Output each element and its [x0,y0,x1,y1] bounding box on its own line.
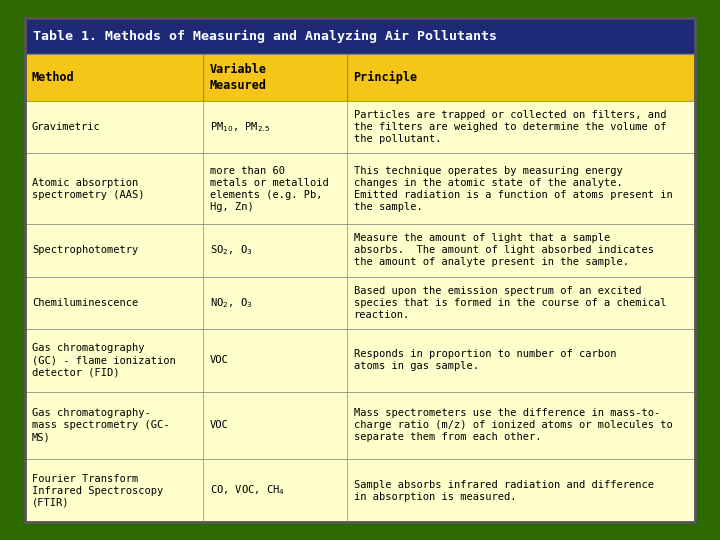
Text: Measure the amount of light that a sample
absorbs.  The amount of light absorbed: Measure the amount of light that a sampl… [354,233,654,267]
Text: PM$_{10}$, PM$_{2.5}$: PM$_{10}$, PM$_{2.5}$ [210,120,270,133]
Text: Gas chromatography
(GC) - flame ionization
detector (FID): Gas chromatography (GC) - flame ionizati… [32,343,176,377]
Text: SO$_2$, O$_3$: SO$_2$, O$_3$ [210,244,252,258]
Bar [25,153,695,224]
Text: Based upon the emission spectrum of an excited
species that is formed in the cou: Based upon the emission spectrum of an e… [354,286,666,320]
Text: Principle: Principle [354,71,418,84]
Text: more than 60
metals or metalloid
elements (e.g. Pb,
Hg, Zn): more than 60 metals or metalloid element… [210,166,328,212]
Text: This technique operates by measuring energy
changes in the atomic state of the a: This technique operates by measuring ene… [354,166,672,212]
Bar [25,392,695,459]
Bar [25,329,695,392]
Text: Atomic absorption
spectrometry (AAS): Atomic absorption spectrometry (AAS) [32,178,145,200]
Text: Gravimetric: Gravimetric [32,122,101,132]
Text: Variable
Measured: Variable Measured [210,63,266,92]
Text: Mass spectrometers use the difference in mass-to-
charge ratio (m/z) of ionized : Mass spectrometers use the difference in… [354,408,672,442]
Text: Chemiluminescence: Chemiluminescence [32,298,138,308]
Text: Gas chromatography-
mass spectrometry (GC-
MS): Gas chromatography- mass spectrometry (G… [32,408,169,442]
Text: Table 1. Methods of Measuring and Analyzing Air Pollutants: Table 1. Methods of Measuring and Analyz… [33,30,497,43]
Text: Fourier Transform
Infrared Spectroscopy
(FTIR): Fourier Transform Infrared Spectroscopy … [32,474,163,508]
Text: Particles are trapped or collected on filters, and
the filters are weighed to de: Particles are trapped or collected on fi… [354,110,666,144]
Text: VOC: VOC [210,420,228,430]
Text: VOC: VOC [210,355,228,365]
Bar [25,55,695,100]
Bar [25,100,695,153]
Text: Responds in proportion to number of carbon
atoms in gas sample.: Responds in proportion to number of carb… [354,349,616,371]
Bar [25,224,695,276]
Bar [25,459,695,522]
Text: Spectrophotometry: Spectrophotometry [32,246,138,255]
Bar [25,276,695,329]
Bar [25,18,695,55]
Text: Method: Method [32,71,75,84]
Text: Sample absorbs infrared radiation and difference
in absorption is measured.: Sample absorbs infrared radiation and di… [354,480,654,502]
Text: CO, VOC, CH$_4$: CO, VOC, CH$_4$ [210,484,284,497]
Text: NO$_2$, O$_3$: NO$_2$, O$_3$ [210,296,252,309]
